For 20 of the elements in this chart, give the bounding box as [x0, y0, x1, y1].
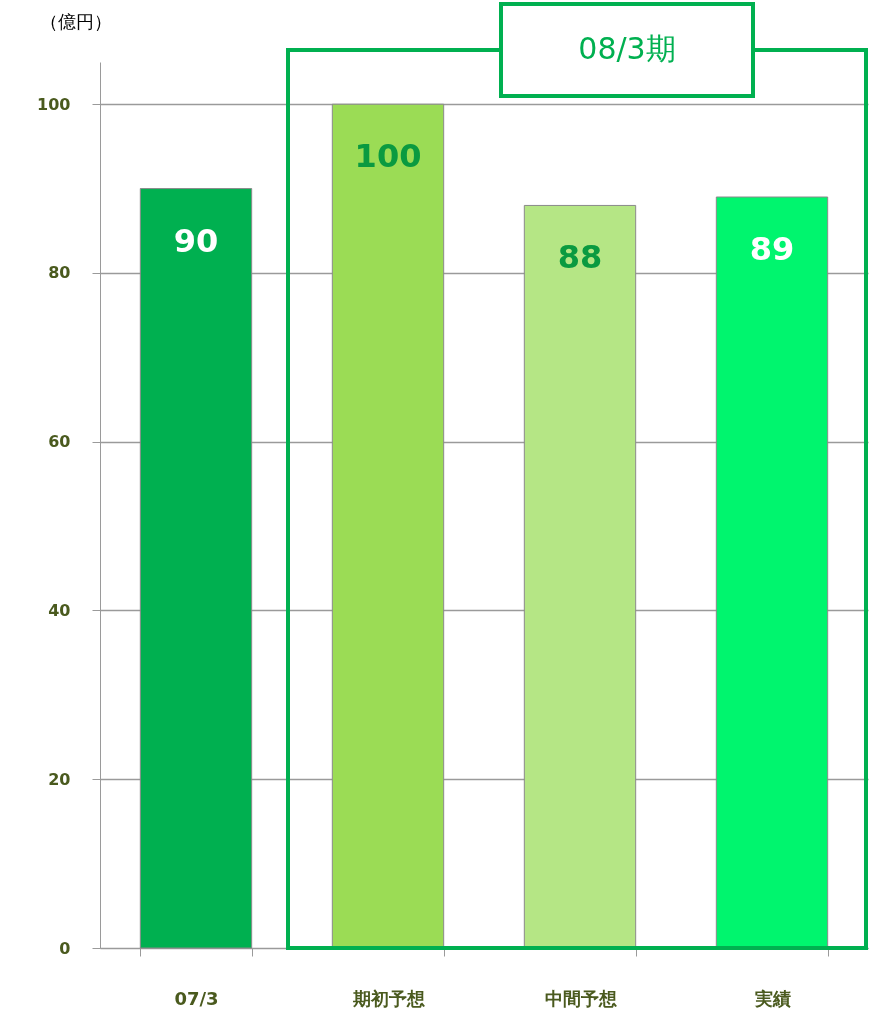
x-tick-label: 期初予想: [351, 987, 425, 1009]
data-label: 100: [354, 137, 422, 176]
bar: [523, 204, 637, 949]
data-label: 89: [749, 230, 795, 269]
annotation: 08/3期: [578, 31, 676, 66]
data-label: 88: [557, 238, 603, 277]
x-tick-label: 実績: [753, 987, 791, 1009]
y-axis-title: （億円）: [39, 10, 112, 32]
y-tick-label: 100: [37, 94, 71, 114]
bar: [331, 103, 445, 949]
y-tick-label: 80: [48, 263, 71, 283]
bar: [715, 196, 829, 949]
data-label: 90: [173, 221, 219, 260]
y-tick-label: 40: [48, 600, 71, 620]
bar: [139, 188, 253, 949]
y-tick-label: 0: [59, 938, 71, 958]
y-tick-label: 20: [48, 769, 71, 789]
y-tick-label: 60: [48, 432, 71, 452]
x-tick-label: 中間予想: [544, 987, 617, 1009]
x-tick-label: 07/3: [174, 987, 219, 1009]
